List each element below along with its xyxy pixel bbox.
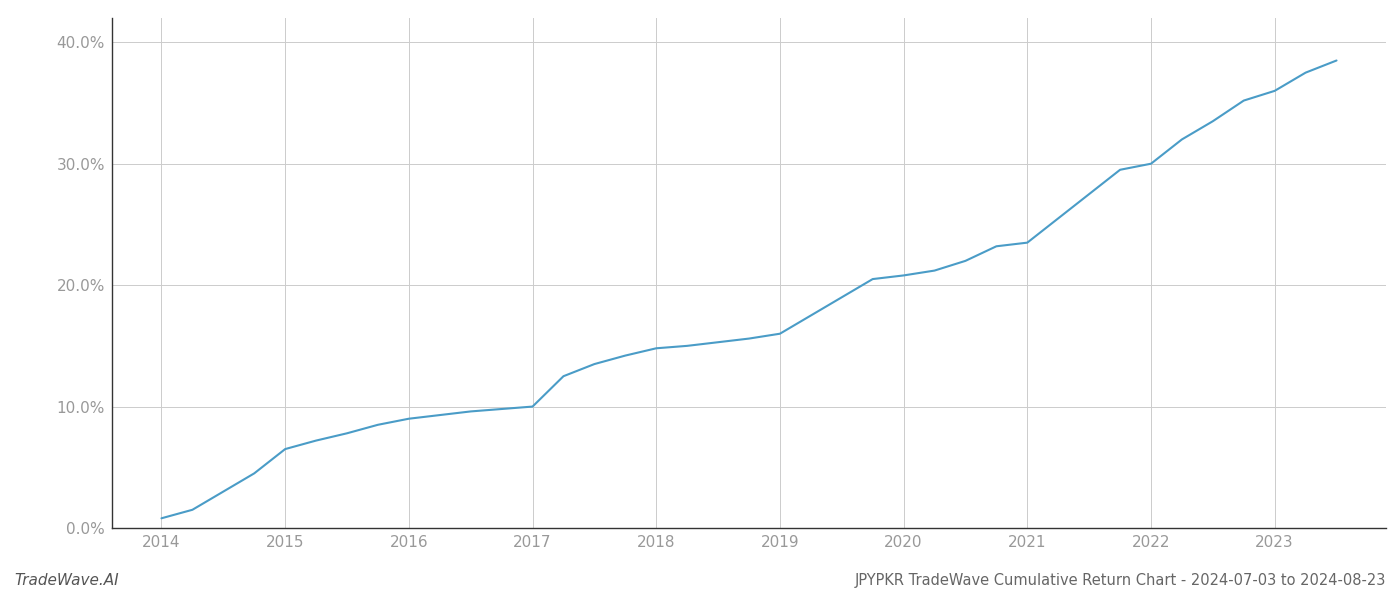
Text: TradeWave.AI: TradeWave.AI xyxy=(14,573,119,588)
Text: JPYPKR TradeWave Cumulative Return Chart - 2024-07-03 to 2024-08-23: JPYPKR TradeWave Cumulative Return Chart… xyxy=(854,573,1386,588)
